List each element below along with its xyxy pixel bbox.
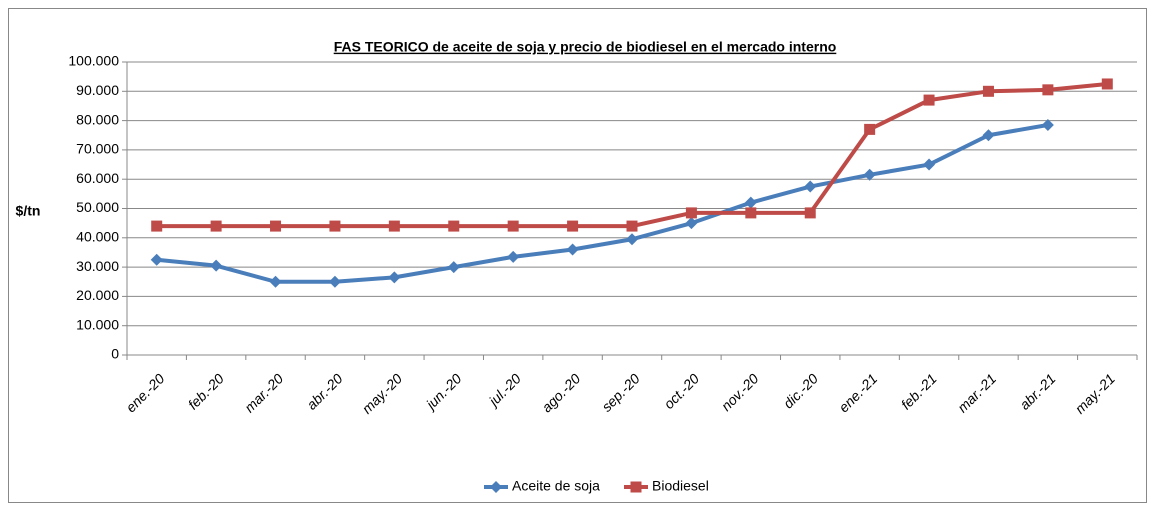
y-tick-label: 100.000: [68, 53, 119, 69]
marker: [685, 217, 698, 230]
marker: [1042, 84, 1054, 96]
marker: [448, 220, 460, 232]
marker: [270, 220, 282, 232]
marker: [804, 207, 816, 219]
y-tick-label: 0: [111, 346, 119, 362]
marker: [630, 481, 642, 493]
marker: [388, 271, 401, 284]
y-tick-label: 10.000: [76, 316, 119, 332]
y-tick-label: 50.000: [76, 199, 119, 215]
marker: [744, 196, 757, 209]
marker: [447, 261, 460, 274]
marker: [567, 220, 579, 232]
chart-title: FAS TEORICO de aceite de soja y precio d…: [334, 39, 837, 55]
y-axis-label: $/tn: [16, 203, 41, 219]
legend-item: Biodiesel: [624, 478, 709, 494]
marker: [982, 85, 994, 97]
legend-label: Aceite de soja: [512, 478, 600, 494]
marker: [210, 259, 223, 272]
marker: [626, 220, 638, 232]
marker: [864, 123, 876, 135]
legend-item: Aceite de soja: [484, 478, 600, 494]
marker: [329, 220, 341, 232]
marker: [1101, 78, 1113, 90]
legend-label: Biodiesel: [652, 478, 709, 494]
y-tick-label: 40.000: [76, 229, 119, 245]
y-tick-label: 80.000: [76, 111, 119, 127]
marker: [804, 180, 817, 193]
y-tick-label: 90.000: [76, 82, 119, 98]
marker: [923, 158, 936, 171]
marker: [863, 168, 876, 181]
marker: [490, 481, 502, 493]
marker: [507, 220, 519, 232]
marker: [388, 220, 400, 232]
marker: [685, 207, 697, 219]
series-line: [156, 123, 1049, 284]
chart-border: [8, 8, 1147, 503]
y-tick-label: 60.000: [76, 170, 119, 186]
marker: [745, 207, 757, 219]
marker: [151, 220, 163, 232]
marker: [210, 220, 222, 232]
marker: [150, 253, 163, 266]
marker: [1041, 118, 1054, 131]
marker: [982, 129, 995, 142]
marker: [507, 250, 520, 263]
marker: [328, 275, 341, 288]
y-tick-label: 30.000: [76, 258, 119, 274]
marker: [566, 243, 579, 256]
y-tick-label: 20.000: [76, 287, 119, 303]
marker: [269, 275, 282, 288]
marker: [923, 94, 935, 106]
y-tick-label: 70.000: [76, 141, 119, 157]
marker: [626, 233, 638, 246]
